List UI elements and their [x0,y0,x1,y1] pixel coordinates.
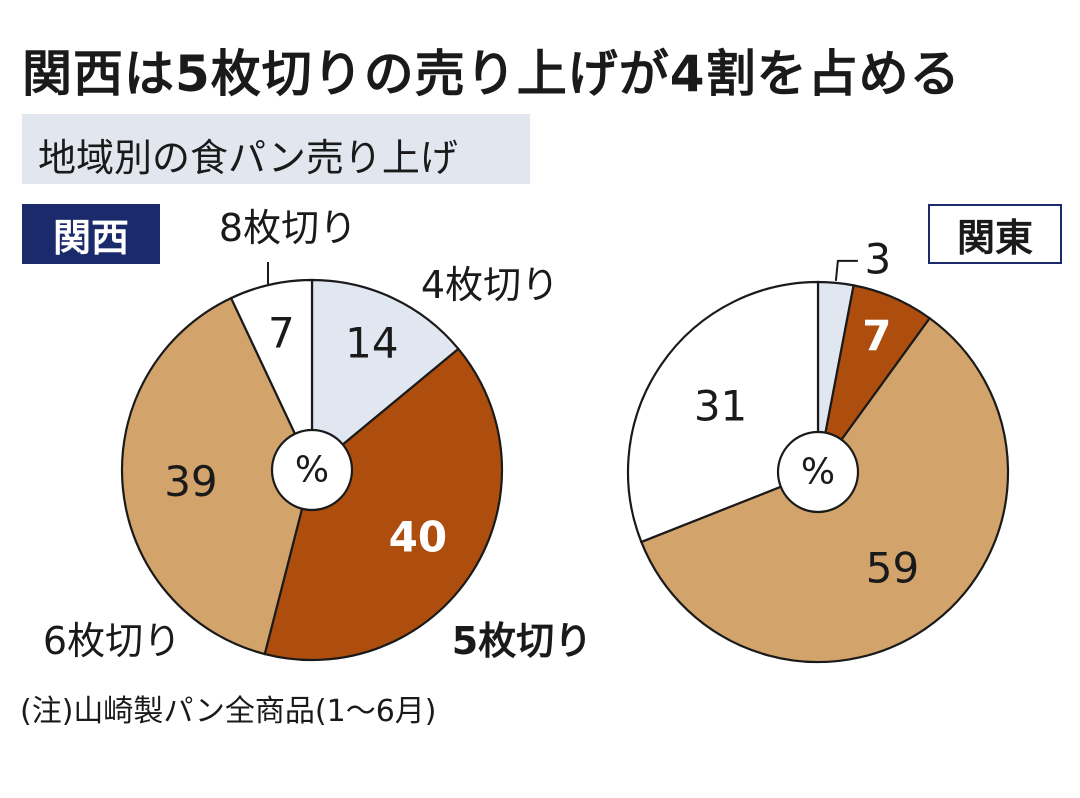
subtitle-box: 地域別の食パン売り上げ [22,114,530,184]
slice-name-kansai-6: 6枚切り [43,619,181,663]
slice-value-kansai-8: 7 [268,308,295,357]
slice-value-kansai-4: 14 [345,318,398,367]
pie-center-kansai [270,428,354,512]
slice-value-kanto-6: 59 [866,544,919,593]
source-note: (注)山崎製パン全商品(1〜6月) [20,694,437,729]
pie-slice-kansai-4 [310,278,460,473]
region-label-kanto: 関東 [928,204,1062,264]
chart-title: 関西は5枚切りの売り上げが4割を占める [22,45,961,103]
slice-value-kanto-5: 7 [862,311,891,360]
pie-slice-kansai-6 [120,296,314,656]
pie-kansai [120,262,504,662]
slice-value-kanto-8: 31 [694,381,747,430]
pie-slice-kansai-5 [263,347,504,662]
slice-name-kansai-4: 4枚切り [421,263,559,307]
pie-slice-kansai-8 [229,278,314,471]
slice-name-kansai-8: 8枚切り [219,206,357,250]
pie-kanto [626,259,1010,664]
slice-name-kansai-5: 5枚切り [452,619,592,663]
percent-label-kansai: % [295,450,329,491]
chart-subtitle: 地域別の食パン売り上げ [38,136,458,180]
pie-slice-kanto-8 [626,280,820,544]
slice-value-kanto-4: 3 [865,234,892,283]
region-label-kansai: 関西 [22,204,160,264]
leader-line-kanto-4 [834,259,858,281]
percent-label-kanto: % [801,452,835,493]
pie-center-kanto [776,430,860,514]
slice-value-kansai-5: 40 [389,513,447,562]
slice-value-kansai-6: 39 [164,457,217,506]
